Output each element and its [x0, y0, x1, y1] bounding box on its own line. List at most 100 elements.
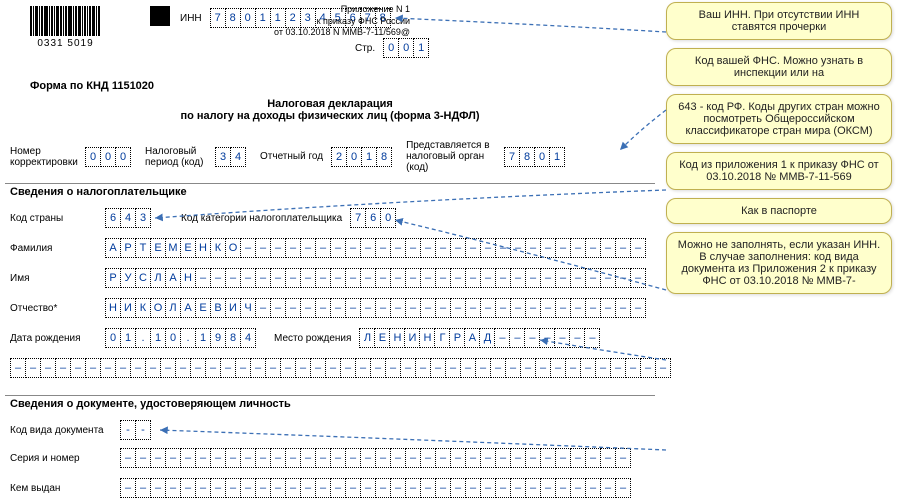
lastname-cells: АРТЕМЕНКО––––––––––––––––––––––––––– — [105, 238, 646, 258]
cell: – — [240, 448, 256, 468]
cell: – — [420, 268, 436, 288]
cell: – — [130, 358, 146, 378]
cell: – — [465, 238, 481, 258]
cell: 0 — [383, 38, 399, 58]
birthplace-cells: ЛЕНИНГРАД––––––– — [359, 328, 600, 348]
cell: – — [525, 478, 541, 498]
cell: – — [520, 358, 536, 378]
cell: – — [315, 268, 331, 288]
cell: – — [250, 358, 266, 378]
cell: – — [225, 478, 241, 498]
cell: – — [495, 238, 511, 258]
cell: – — [265, 358, 281, 378]
cell: – — [345, 298, 361, 318]
cell: – — [524, 328, 540, 348]
issued-cells: –––––––––––––––––––––––––––––––––– — [120, 478, 631, 498]
cell: – — [25, 358, 41, 378]
cell: – — [420, 448, 436, 468]
cell: – — [435, 268, 451, 288]
cell: – — [495, 478, 511, 498]
cell: Е — [150, 238, 166, 258]
cell: К — [210, 238, 226, 258]
serial-cells: –––––––––––––––––––––––––––––––––– — [120, 448, 631, 468]
cell: – — [390, 478, 406, 498]
barcode: 0331 5019 — [30, 6, 101, 49]
cell: – — [525, 238, 541, 258]
cell: – — [375, 268, 391, 288]
cell: 8 — [225, 328, 241, 348]
firstname-label: Имя — [10, 273, 105, 284]
cell: – — [285, 478, 301, 498]
cell: А — [180, 298, 196, 318]
note-country: 643 - код РФ. Коды других стран можно по… — [666, 94, 892, 144]
cell: – — [585, 268, 601, 288]
cell: Л — [150, 268, 166, 288]
note-passport: Как в паспорте — [666, 198, 892, 224]
cell: – — [420, 238, 436, 258]
cell: – — [330, 268, 346, 288]
cell: – — [535, 358, 551, 378]
cell: – — [300, 298, 316, 318]
cell: 0 — [115, 147, 131, 167]
cell: – — [135, 478, 151, 498]
cell: О — [225, 238, 241, 258]
note-doc: Можно не заполнять, если указан ИНН. В с… — [666, 232, 892, 294]
cell: – — [345, 478, 361, 498]
cell: 0 — [105, 328, 121, 348]
cell: – — [625, 358, 641, 378]
cell: – — [460, 358, 476, 378]
cell: – — [480, 478, 496, 498]
taxpayer-section: Сведения о налогоплательщике — [10, 186, 187, 198]
cell: – — [180, 448, 196, 468]
cell: – — [385, 358, 401, 378]
cell: 8 — [519, 147, 535, 167]
cell: – — [400, 358, 416, 378]
cell: – — [465, 298, 481, 318]
corr-cells: 000 — [85, 147, 131, 167]
cell: – — [270, 268, 286, 288]
cell: – — [375, 298, 391, 318]
cell: Н — [105, 298, 121, 318]
cell: – — [570, 298, 586, 318]
cell: – — [300, 478, 316, 498]
cell: Л — [359, 328, 375, 348]
cell: – — [285, 448, 301, 468]
cell: И — [120, 298, 136, 318]
cell: – — [205, 358, 221, 378]
cell: Н — [419, 328, 435, 348]
cell: – — [595, 358, 611, 378]
cell: 1 — [150, 328, 166, 348]
cell: 1 — [255, 8, 271, 28]
cell: – — [330, 238, 346, 258]
cell: – — [405, 478, 421, 498]
cell: 4 — [240, 328, 256, 348]
cell: А — [165, 268, 181, 288]
form-code: Форма по КНД 1151020 — [30, 80, 154, 92]
cell: К — [135, 298, 151, 318]
cell: – — [600, 268, 616, 288]
cell: 0 — [85, 147, 101, 167]
cell: – — [150, 478, 166, 498]
corr-label: Номер корректировки — [10, 146, 85, 168]
cell: – — [100, 358, 116, 378]
note-inn: Ваш ИНН. При отсутствии ИНН ставятся про… — [666, 2, 892, 40]
cell: – — [450, 478, 466, 498]
cell: – — [630, 298, 646, 318]
cell: Е — [374, 328, 390, 348]
cell: – — [465, 448, 481, 468]
cell: – — [225, 268, 241, 288]
cell: – — [580, 358, 596, 378]
cell: – — [195, 448, 211, 468]
cell: – — [475, 358, 491, 378]
cell: А — [105, 238, 121, 258]
cell: – — [180, 478, 196, 498]
cell: – — [85, 358, 101, 378]
cell: – — [270, 448, 286, 468]
cell: – — [325, 358, 341, 378]
cell: – — [630, 268, 646, 288]
cell: – — [405, 448, 421, 468]
cell: – — [570, 238, 586, 258]
cell: – — [490, 358, 506, 378]
cell: Ч — [240, 298, 256, 318]
cell: – — [285, 298, 301, 318]
